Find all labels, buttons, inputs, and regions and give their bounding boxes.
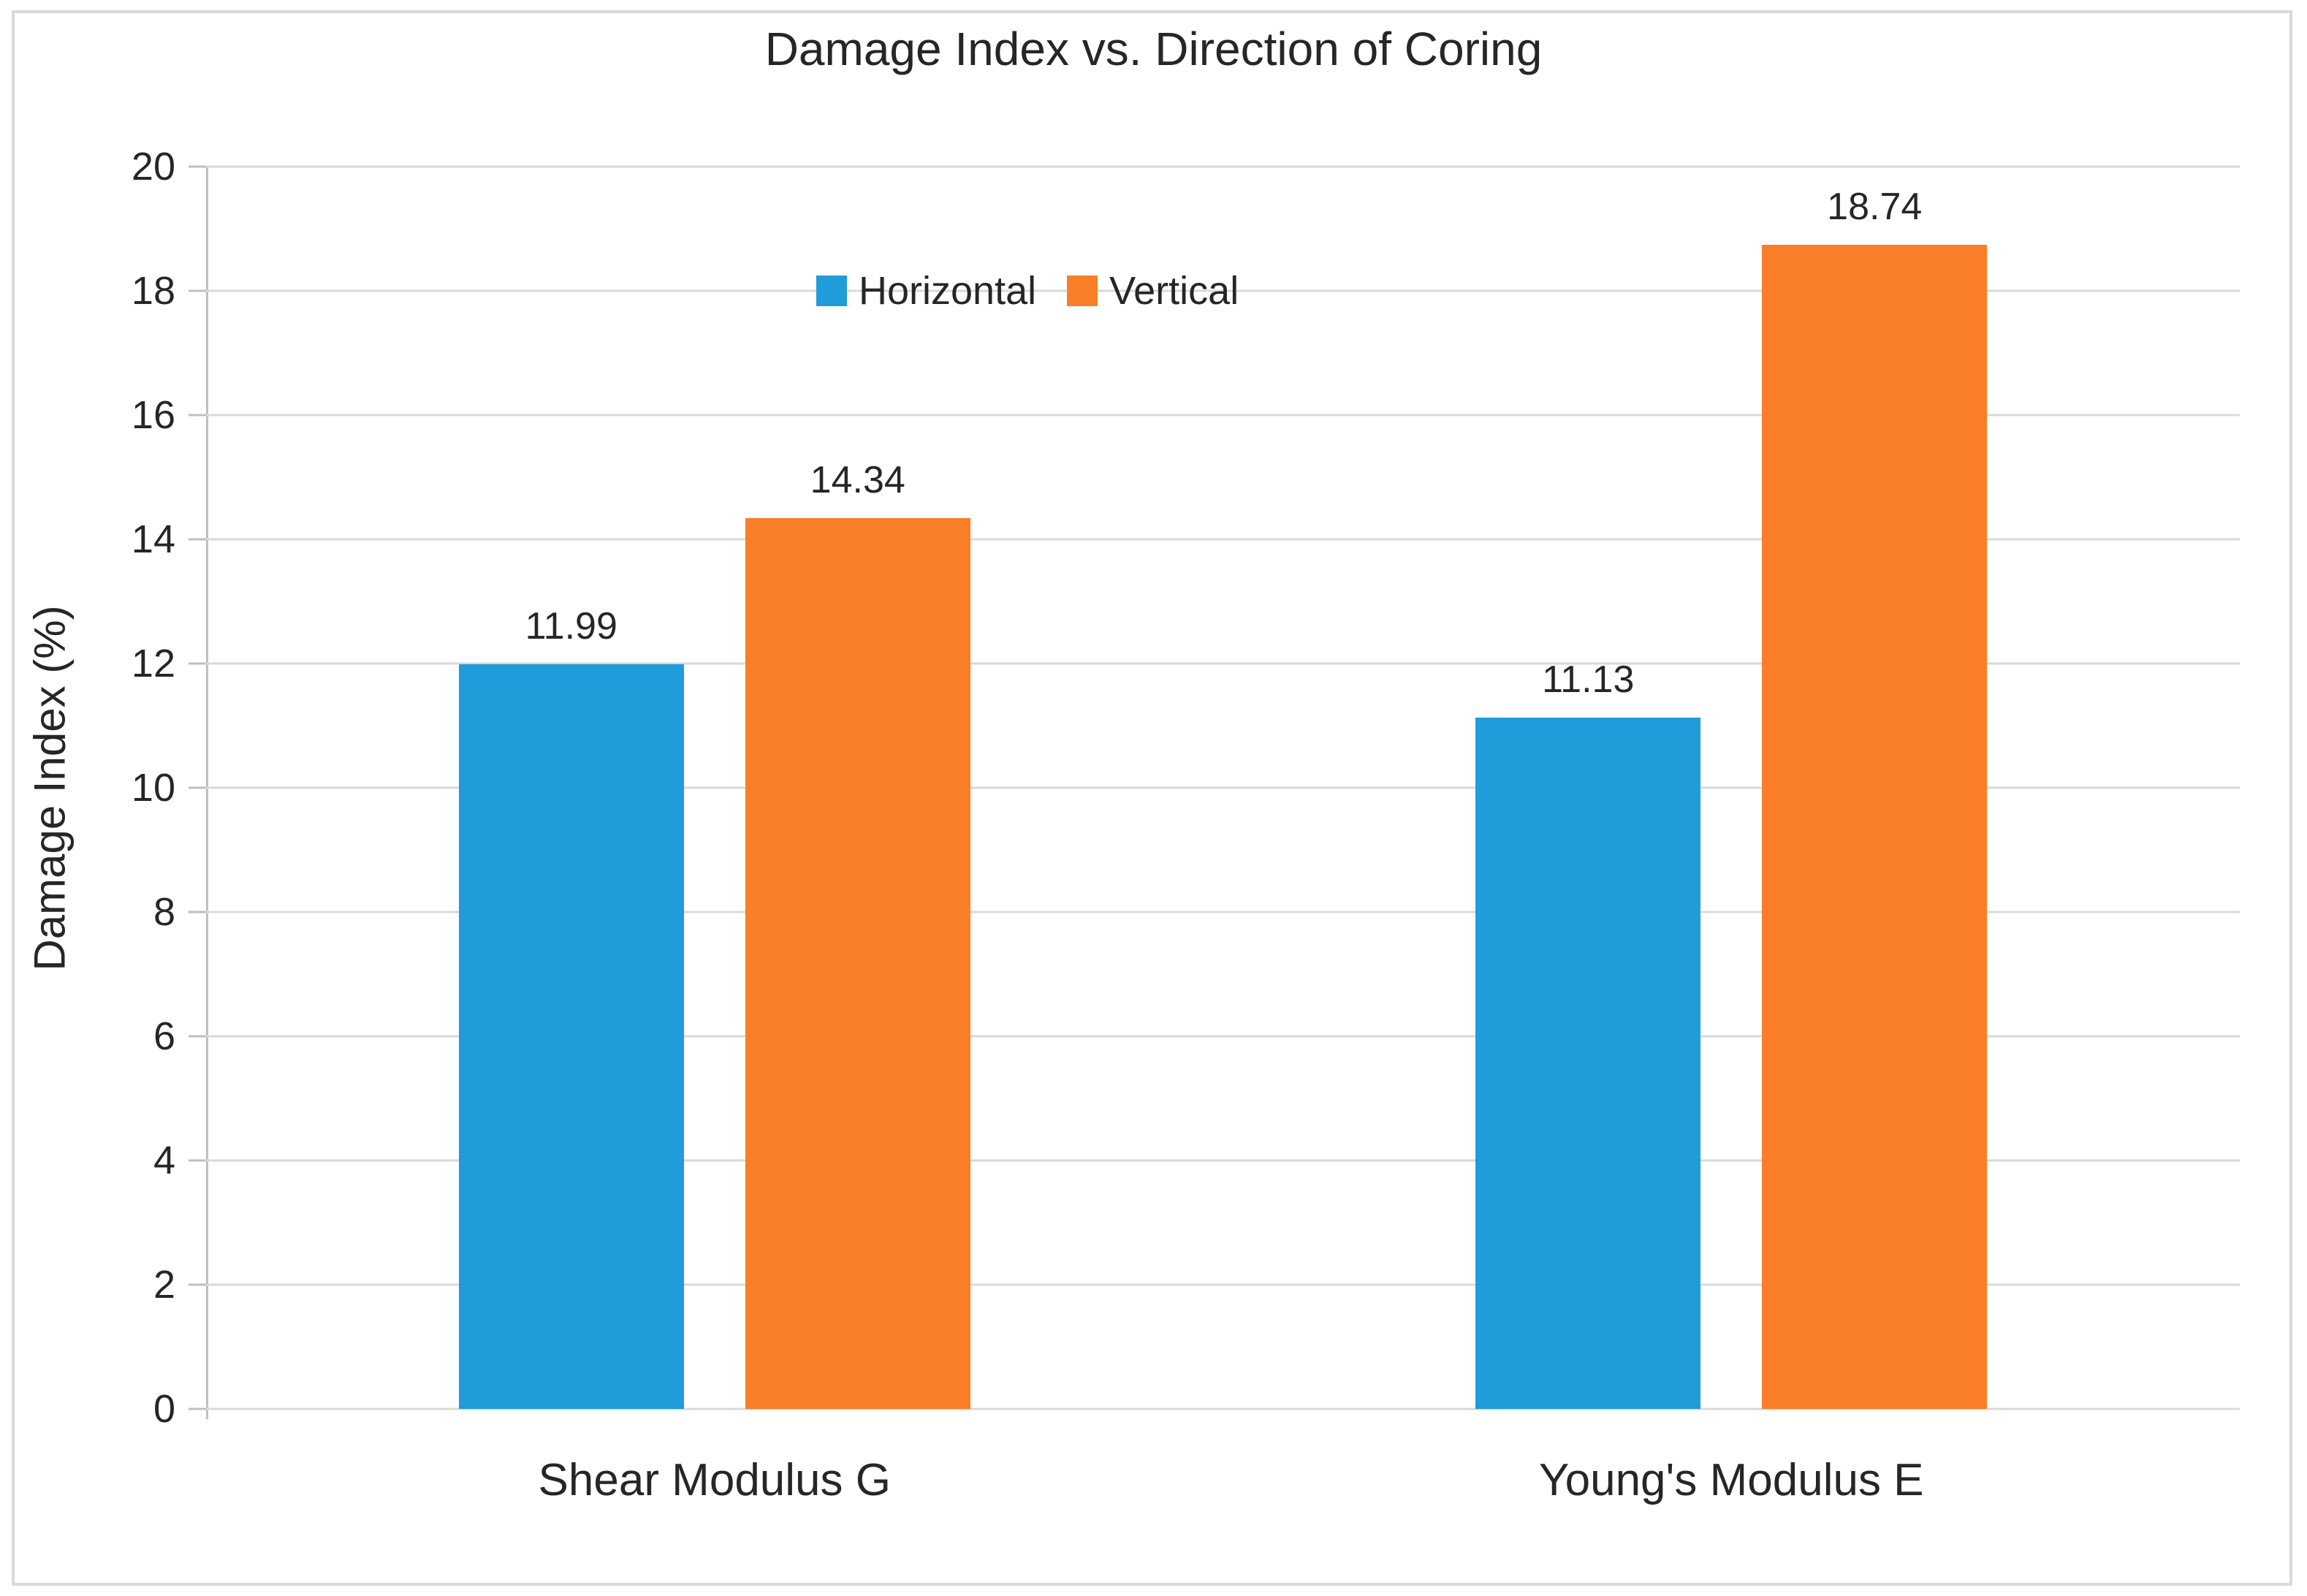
bar-value-label-horizontal-1: 11.99 xyxy=(525,604,617,647)
y-tick-mark-18 xyxy=(189,289,206,292)
y-tick-label-0: 0 xyxy=(153,1387,175,1431)
legend-label-horizontal: Horizontal xyxy=(859,269,1037,313)
y-tick-label-20: 20 xyxy=(131,145,175,189)
y-tick-label-12: 12 xyxy=(131,642,175,685)
category-label-2: Young's Modulus E xyxy=(1538,1455,1924,1505)
y-tick-mark-14 xyxy=(189,538,206,541)
y-tick-mark-6 xyxy=(189,1035,206,1038)
gridline-y-16 xyxy=(206,414,2240,417)
gridline-y-0 xyxy=(206,1407,2240,1410)
gridline-y-12 xyxy=(206,662,2240,665)
y-tick-label-4: 4 xyxy=(153,1139,175,1182)
gridline-y-8 xyxy=(206,911,2240,913)
y-tick-label-16: 16 xyxy=(131,393,175,437)
y-tick-mark-10 xyxy=(189,786,206,789)
category-label-1: Shear Modulus G xyxy=(538,1455,891,1505)
y-tick-mark-20 xyxy=(189,165,206,168)
legend-swatch-horizontal-icon xyxy=(816,276,847,306)
gridline-y-20 xyxy=(206,165,2240,168)
y-tick-label-8: 8 xyxy=(153,890,175,934)
plot-area: 11.99 14.34 11.13 18.74 xyxy=(206,165,2240,1410)
y-tick-label-10: 10 xyxy=(131,766,175,810)
legend-label-vertical: Vertical xyxy=(1109,269,1239,313)
gridline-y-14 xyxy=(206,538,2240,541)
legend-swatch-vertical-icon xyxy=(1067,276,1098,306)
gridline-y-10 xyxy=(206,786,2240,789)
y-tick-mark-16 xyxy=(189,414,206,417)
legend: Horizontal Vertical xyxy=(816,267,1239,314)
gridline-y-4 xyxy=(206,1159,2240,1162)
bar-vertical-1 xyxy=(745,518,970,1409)
y-tick-mark-2 xyxy=(189,1283,206,1286)
y-tick-label-14: 14 xyxy=(131,517,175,561)
gridline-y-2 xyxy=(206,1283,2240,1286)
bar-value-label-vertical-2: 18.74 xyxy=(1827,186,1923,229)
legend-item-horizontal: Horizontal xyxy=(816,271,1036,311)
y-tick-label-2: 2 xyxy=(153,1263,175,1307)
y-tick-mark-12 xyxy=(189,662,206,665)
chart-title: Damage Index vs. Direction of Coring xyxy=(764,23,1543,75)
y-tick-mark-8 xyxy=(189,911,206,913)
legend-item-vertical: Vertical xyxy=(1067,271,1239,311)
bar-vertical-2 xyxy=(1762,245,1988,1409)
bar-value-label-vertical-1: 14.34 xyxy=(810,459,905,502)
gridline-y-18 xyxy=(206,289,2240,292)
y-tick-label-18: 18 xyxy=(131,269,175,313)
y-tick-mark-4 xyxy=(189,1159,206,1162)
gridline-y-6 xyxy=(206,1035,2240,1038)
bar-horizontal-2 xyxy=(1475,717,1701,1409)
y-axis-line xyxy=(206,167,208,1419)
bar-horizontal-1 xyxy=(458,664,684,1409)
bar-value-label-horizontal-2: 11.13 xyxy=(1542,658,1635,701)
y-tick-mark-0 xyxy=(189,1407,206,1410)
y-tick-label-6: 6 xyxy=(153,1014,175,1058)
